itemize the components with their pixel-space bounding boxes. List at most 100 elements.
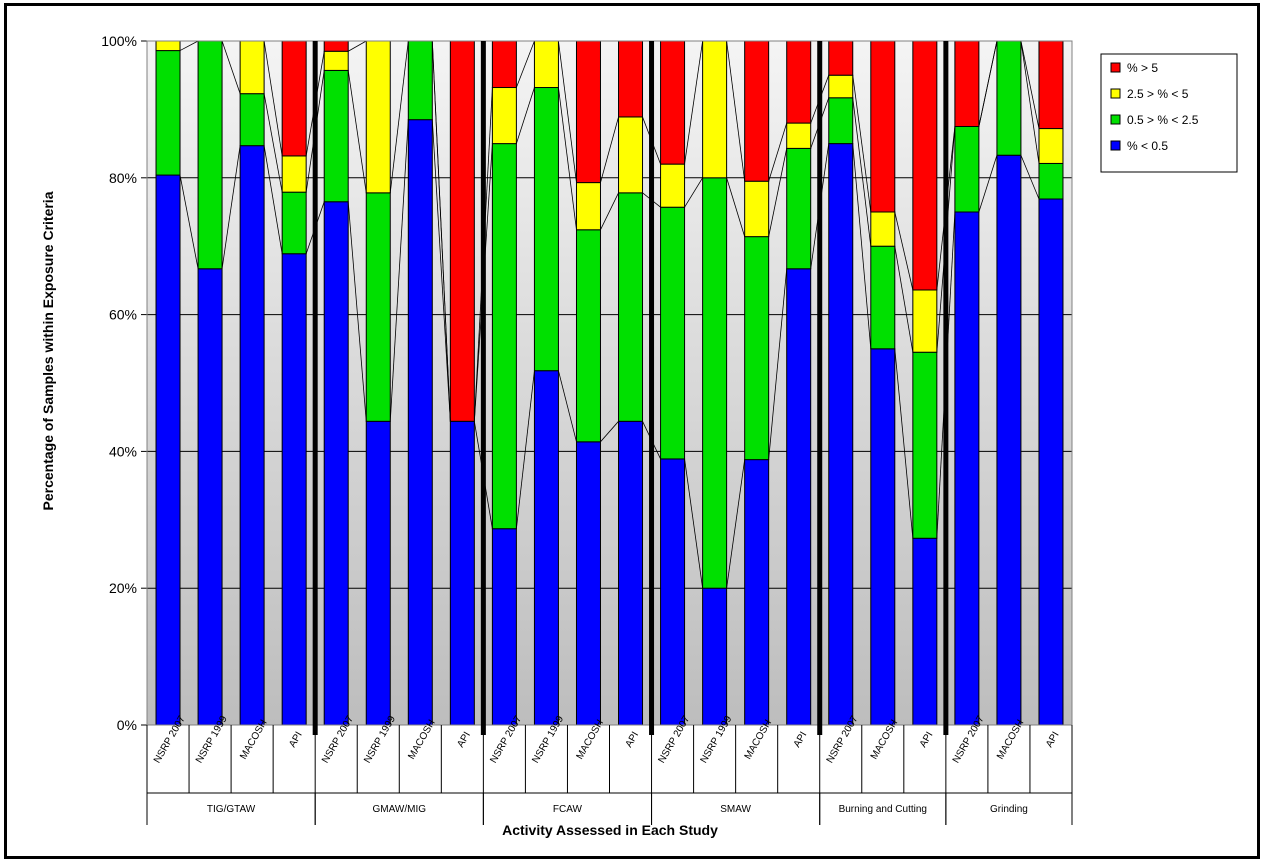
bar-segment (912, 537, 938, 726)
bar-segment (702, 177, 728, 589)
bar-segment (618, 40, 644, 118)
bar-segment (491, 143, 517, 530)
series-connector (978, 40, 998, 127)
bar-segment (281, 253, 307, 726)
series-connector (221, 145, 241, 269)
bar-segment (660, 163, 686, 208)
stacked-bar-chart: 0% 20% 40% 60% 80% 100% TIG/GTAW GMAW/MIG FCAW SM… (40, 33, 1238, 838)
bar-segment (786, 147, 812, 270)
bar-segment (954, 211, 980, 726)
series-connector (726, 40, 746, 182)
bar-segment (744, 40, 770, 182)
bar-segment (660, 206, 686, 460)
y-tick-label: 80% (109, 170, 137, 186)
series-connector (894, 246, 914, 353)
chart-frame: 0% 20% 40% 60% 80% 100% TIG/GTAW GMAW/MIG FCAW SM… (4, 3, 1260, 859)
legend-box (1100, 53, 1238, 173)
bar-segment (155, 174, 181, 726)
bar-segment (491, 40, 517, 89)
bar-segment (828, 40, 854, 76)
y-tick-label: 100% (101, 33, 137, 49)
group-label: Grinding (990, 804, 1028, 815)
series-connector (516, 40, 535, 88)
y-axis-label: Percentage of Samples within Exposure Cr… (40, 191, 56, 510)
series-connector (558, 370, 577, 442)
group-label: TIG/GTAW (207, 804, 256, 815)
bar-segment (744, 459, 770, 726)
series-connector-lines (179, 40, 1040, 589)
series-connector (1020, 155, 1040, 200)
series-connector (684, 458, 704, 589)
bar-segment (281, 191, 307, 255)
bar-marks (155, 40, 1064, 726)
bar-segment (870, 245, 896, 350)
series-connector (179, 174, 199, 269)
bar-segment (1038, 162, 1064, 200)
series-connector (221, 40, 241, 94)
bar-segment (575, 40, 601, 184)
bar-segment (323, 201, 349, 726)
series-connector (600, 421, 619, 443)
series-connector (558, 40, 577, 183)
bar-segment (660, 40, 686, 165)
series-connector (558, 87, 577, 230)
series-connector (389, 119, 409, 422)
series-connector (684, 40, 704, 165)
bar-segment (533, 87, 559, 372)
bar-segment (828, 143, 854, 726)
bar-segment (449, 40, 475, 422)
series-connector (179, 40, 199, 51)
bar-segment (618, 420, 644, 726)
bar-segment (660, 458, 686, 726)
bar-segment (786, 122, 812, 149)
series-connector (263, 145, 283, 254)
bar-segment (702, 40, 728, 179)
bar-segment (407, 119, 433, 726)
bar-segment (197, 40, 223, 270)
bar-segment (575, 229, 601, 443)
series-connector (1020, 40, 1040, 164)
legend: % > 5 2.5 > % < 5 0.5 > % < 2.5 % < 0.5 (1100, 53, 1238, 173)
series-connector (600, 116, 619, 183)
bar-segment (239, 40, 265, 95)
bar-segment (155, 40, 181, 52)
bar-segment (407, 40, 433, 121)
bar-segment (239, 145, 265, 726)
bar-segment (618, 192, 644, 422)
series-connector (389, 40, 409, 193)
series-connector (852, 97, 872, 247)
bar-segment (828, 97, 854, 145)
bar-segment (197, 268, 223, 726)
bar-segment (1038, 198, 1064, 726)
bar-segment (618, 116, 644, 194)
bar-segment (954, 126, 980, 213)
series-connector (348, 40, 367, 52)
series-connector (726, 459, 746, 589)
series-connector (684, 177, 703, 208)
bar-segment (323, 50, 349, 71)
series-connector (516, 87, 535, 144)
bar-segment (575, 441, 601, 726)
bar-segment (449, 420, 475, 726)
bar-segment (786, 40, 812, 124)
bar-segment (239, 93, 265, 147)
legend-swatch (1110, 88, 1121, 99)
bar-segment (912, 40, 938, 291)
series-connector (263, 93, 283, 193)
series-connector (852, 143, 872, 349)
series-connector (515, 370, 535, 529)
bar-segment (912, 289, 938, 353)
series-connector (894, 348, 914, 539)
series-connector (768, 148, 788, 237)
bar-segment (533, 40, 559, 89)
bar-segment (365, 40, 391, 194)
series-connector (726, 177, 746, 237)
bar-segment (870, 40, 896, 213)
bar-segment (281, 155, 307, 193)
bar-segment (702, 587, 728, 726)
series-connector (263, 40, 283, 156)
bar-segment (155, 50, 181, 176)
bar-segment (575, 182, 601, 231)
series-connector (894, 211, 914, 291)
x-category-label: API (455, 730, 473, 749)
